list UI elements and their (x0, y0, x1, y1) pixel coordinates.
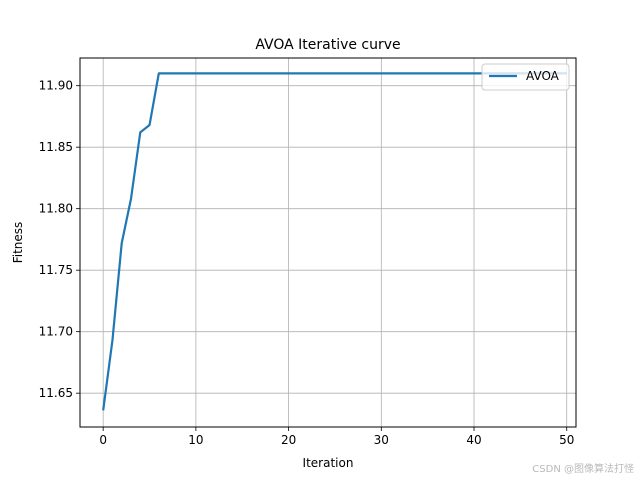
x-axis-ticks: 0 10 20 30 40 50 (99, 427, 574, 447)
x-tick-label: 30 (374, 433, 389, 447)
y-tick-label: 11.85 (39, 140, 73, 154)
x-tick-label: 50 (559, 433, 574, 447)
x-tick-label: 40 (466, 433, 481, 447)
y-axis-ticks: 11.65 11.70 11.75 11.80 11.85 11.90 (39, 79, 80, 400)
plot-frame (79, 57, 577, 428)
x-axis-label: Iteration (303, 456, 354, 470)
y-tick-label: 11.65 (39, 386, 73, 400)
legend: AVOA (481, 63, 570, 91)
x-tick-label: 20 (281, 433, 296, 447)
y-tick-label: 11.80 (39, 202, 73, 216)
watermark: CSDN @图像算法打怪 (532, 464, 634, 475)
x-tick-label: 10 (188, 433, 203, 447)
y-tick-label: 11.75 (39, 263, 73, 277)
y-axis-label: Fitness (11, 222, 25, 264)
legend-label-avoa: AVOA (526, 69, 560, 83)
series-line-avoa (102, 72, 567, 411)
y-tick-label: 11.70 (39, 325, 73, 339)
legend-box (481, 63, 570, 91)
y-tick-label: 11.90 (39, 79, 73, 93)
chart-title: AVOA Iterative curve (255, 37, 400, 53)
series-layer (102, 72, 567, 411)
grid-lines (80, 58, 576, 427)
x-tick-label: 0 (99, 433, 107, 447)
